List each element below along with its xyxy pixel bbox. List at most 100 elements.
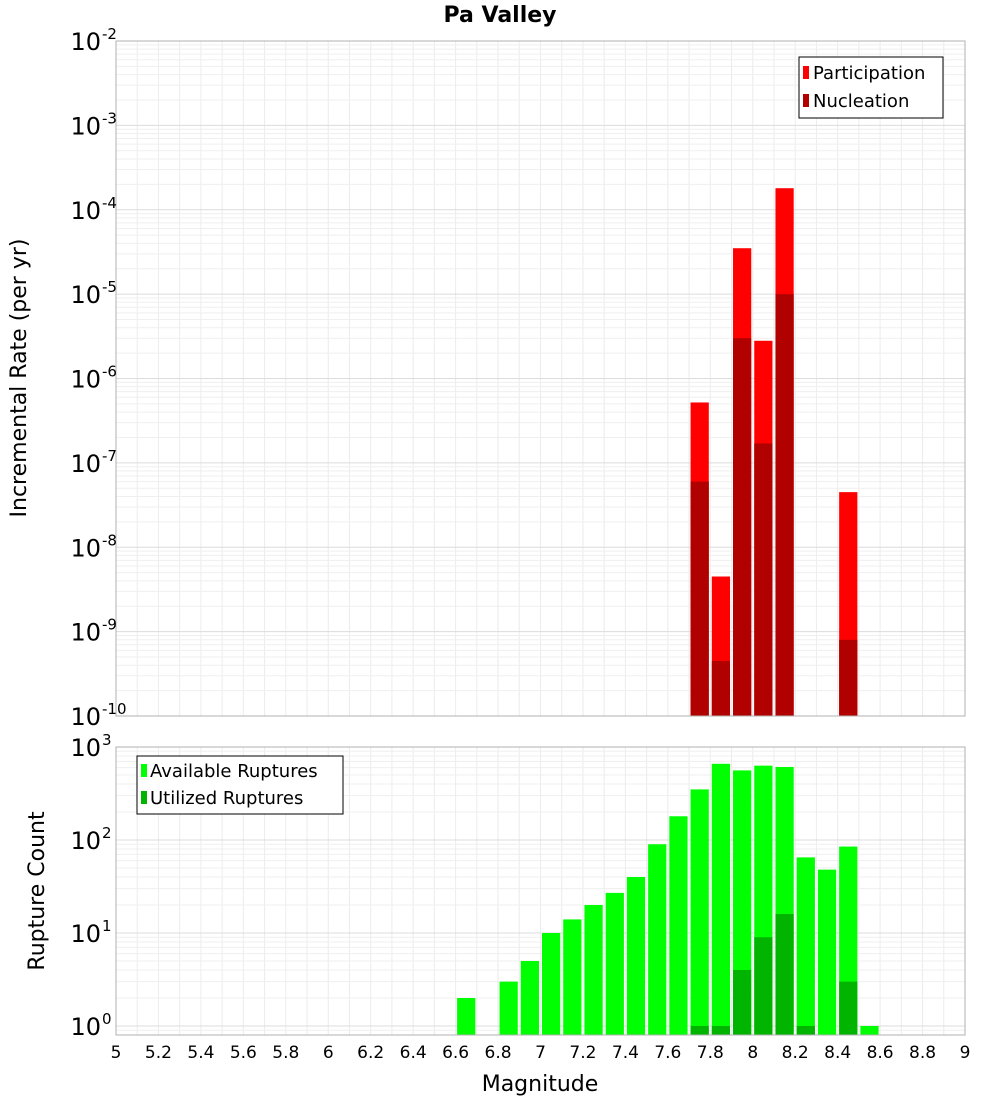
x-axis-label: Magnitude	[482, 1072, 599, 1097]
y-tick-label: 10 -10	[70, 700, 126, 731]
x-tick-label: 6.2	[357, 1043, 384, 1063]
y-tick-exponent: -2	[102, 25, 117, 43]
y-tick-label: 10 -7	[70, 447, 117, 478]
y-tick-exponent: -3	[102, 109, 117, 127]
y-tick-exponent: 2	[102, 824, 112, 842]
bar-available-ruptures	[796, 857, 815, 1035]
y-tick-label: 10 -4	[70, 194, 117, 225]
bar-available-ruptures	[648, 844, 667, 1035]
x-tick-label: 7.2	[569, 1043, 596, 1063]
y-tick-exponent: -7	[102, 447, 117, 465]
x-tick-label: 9	[960, 1043, 971, 1063]
bar-utilized-ruptures	[775, 914, 794, 1035]
y-tick-label: 10 -9	[70, 616, 117, 647]
y-tick-base: 10	[70, 366, 101, 394]
legend-swatch-utilized	[141, 791, 147, 804]
y-tick-base: 10	[70, 703, 101, 731]
x-tick-label: 8.2	[782, 1043, 809, 1063]
legend-swatch-nucleation	[803, 94, 809, 107]
bar-available-ruptures	[542, 932, 561, 1035]
bar-available-ruptures	[584, 904, 603, 1035]
x-tick-label: 7.6	[654, 1043, 681, 1063]
legend-label-participation: Participation	[813, 63, 925, 84]
x-tick-label: 8.6	[867, 1043, 894, 1063]
bar-utilized-ruptures	[711, 1025, 731, 1035]
y-tick-label: 10 0	[70, 1010, 111, 1041]
bar-nucleation	[690, 481, 709, 716]
bar-available-ruptures	[457, 997, 476, 1035]
x-tick-label: 5.8	[272, 1043, 299, 1063]
bar-available-ruptures	[626, 877, 646, 1035]
top-plot-frame	[115, 40, 966, 717]
top-legend-box	[798, 56, 944, 119]
bar-nucleation	[775, 294, 794, 716]
top-y-axis-label: Incremental Rate (per yr)	[7, 239, 32, 518]
y-tick-base: 10	[70, 112, 101, 140]
x-tick-label: 8	[747, 1043, 758, 1063]
bar-available-ruptures	[711, 763, 731, 1035]
y-tick-base: 10	[70, 734, 101, 762]
bar-available-ruptures	[860, 1025, 879, 1035]
legend-label-utilized: Utilized Ruptures	[150, 788, 303, 809]
y-tick-label: 10 3	[70, 731, 111, 762]
x-tick-label: 7.8	[697, 1043, 724, 1063]
y-tick-exponent: -8	[102, 531, 117, 549]
y-tick-exponent: -9	[102, 616, 117, 634]
top-legend: Participation Nucleation	[798, 56, 944, 119]
y-tick-base: 10	[70, 1013, 101, 1041]
x-tick-label: 5	[111, 1043, 122, 1063]
y-tick-label: 10 -2	[70, 25, 117, 56]
y-tick-base: 10	[70, 450, 101, 478]
bar-utilized-ruptures	[754, 937, 773, 1035]
y-tick-label: 10 -6	[70, 363, 117, 394]
top-bars	[690, 188, 858, 717]
y-tick-base: 10	[70, 920, 101, 948]
x-tick-label: 6.4	[400, 1043, 427, 1063]
x-tick-label: 8.4	[824, 1043, 851, 1063]
y-tick-exponent: -4	[102, 194, 117, 212]
y-tick-base: 10	[70, 827, 101, 855]
bar-nucleation	[733, 338, 752, 716]
bar-utilized-ruptures	[796, 1025, 815, 1035]
x-tick-label: 6.6	[442, 1043, 469, 1063]
x-ticks: 5 5.2 5.4 5.6 5.8 6 6.2 6.4 6.6 6.8 7 7.2 7.4 7.6 7.8 8…	[111, 1043, 971, 1063]
y-tick-exponent: 0	[102, 1010, 112, 1028]
x-tick-label: 6.8	[485, 1043, 512, 1063]
y-tick-label: 10 -8	[70, 531, 117, 562]
x-tick-label: 5.4	[187, 1043, 214, 1063]
y-tick-base: 10	[70, 281, 101, 309]
legend-swatch-available	[141, 764, 147, 777]
legend-swatch-participation	[803, 66, 809, 79]
bar-available-ruptures	[733, 770, 752, 1035]
bar-utilized-ruptures	[839, 981, 858, 1035]
y-tick-exponent: -5	[102, 278, 117, 296]
y-tick-label: 10 1	[70, 917, 111, 948]
bar-available-ruptures	[605, 892, 624, 1035]
x-tick-label: 8.8	[909, 1043, 936, 1063]
y-tick-exponent: -10	[102, 700, 127, 718]
chart-title: Pa Valley	[443, 3, 556, 28]
y-tick-base: 10	[70, 619, 101, 647]
x-tick-label: 7	[535, 1043, 546, 1063]
x-tick-label: 7.4	[612, 1043, 639, 1063]
bar-nucleation	[711, 660, 731, 716]
bar-available-ruptures	[817, 869, 837, 1035]
x-tick-label: 5.2	[145, 1043, 172, 1063]
bar-available-ruptures	[499, 981, 518, 1035]
bottom-plot-frame	[115, 746, 966, 1036]
y-tick-base: 10	[70, 28, 101, 56]
y-tick-exponent: 3	[102, 731, 112, 749]
bar-available-ruptures	[690, 789, 709, 1035]
bottom-legend-box	[136, 755, 344, 815]
legend-label-nucleation: Nucleation	[813, 91, 909, 112]
y-tick-label: 10 -3	[70, 109, 117, 140]
y-tick-base: 10	[70, 197, 101, 225]
y-tick-label: 10 2	[70, 824, 111, 855]
bottom-legend: Available Ruptures Utilized Ruptures	[136, 755, 344, 815]
bottom-y-axis-label: Rupture Count	[25, 811, 50, 971]
